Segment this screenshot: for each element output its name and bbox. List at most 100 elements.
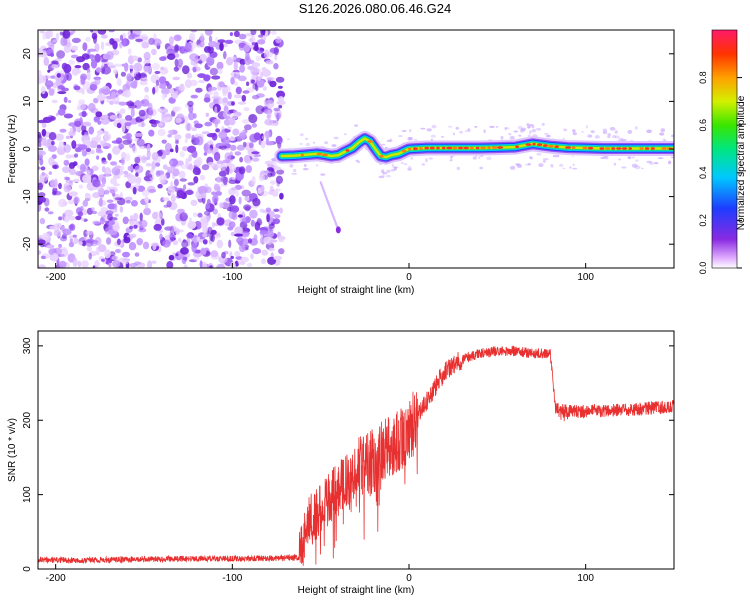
noise-blob: [98, 244, 107, 253]
noise-blob: [120, 157, 125, 166]
halo-speck: [428, 157, 433, 160]
noise-blob: [173, 90, 179, 95]
noise-blob: [179, 212, 188, 222]
noise-blob: [114, 213, 119, 217]
halo-speck: [478, 156, 481, 159]
noise-blob: [88, 252, 92, 260]
noise-blob: [133, 212, 139, 221]
noise-blob: [260, 184, 265, 193]
noise-blob: [245, 51, 250, 62]
noise-blob: [229, 32, 233, 37]
noise-blob: [145, 162, 152, 167]
halo-speck: [627, 129, 633, 134]
halo-speck: [452, 132, 455, 136]
colorbar: 0.0 0.2 0.4 0.6 0.8 Normalized spectral ampl…: [698, 29, 747, 275]
noise-blob: [103, 132, 112, 142]
noise-blob: [159, 233, 163, 241]
noise-blob: [215, 165, 223, 169]
ridge-peak: [554, 145, 559, 148]
noise-blob: [177, 58, 183, 68]
noise-blob: [239, 243, 246, 253]
noise-blob: [202, 225, 208, 234]
noise-blob: [85, 36, 91, 42]
halo-speck: [572, 163, 575, 166]
noise-blob: [217, 96, 223, 105]
noise-blob: [124, 196, 133, 201]
noise-blob: [133, 62, 143, 72]
noise-blob: [210, 229, 217, 235]
noise-blob: [174, 44, 179, 53]
noise-blob: [142, 241, 150, 250]
noise-blob: [119, 206, 124, 213]
noise-blob: [54, 178, 58, 187]
halo-speck: [527, 162, 531, 166]
noise-blob: [223, 51, 227, 60]
noise-blob: [273, 107, 281, 112]
ridge-peak: [497, 146, 504, 149]
noise-blob: [231, 101, 235, 106]
noise-blob: [273, 214, 281, 219]
noise-blob: [152, 211, 158, 220]
noise-blob: [204, 121, 213, 127]
noise-blob: [180, 164, 188, 169]
noise-blob: [241, 189, 251, 197]
noise-blob: [158, 85, 166, 89]
spectrogram-heatmap: [38, 30, 674, 268]
noise-blob: [257, 39, 266, 45]
noise-blob: [133, 224, 138, 229]
noise-blob: [59, 128, 67, 133]
noise-blob: [213, 151, 221, 162]
halo-speck: [509, 165, 516, 170]
noise-blob: [97, 30, 107, 35]
noise-blob: [64, 209, 74, 217]
noise-blob: [233, 61, 238, 71]
halo-speck: [413, 138, 418, 142]
halo-speck: [612, 134, 617, 139]
noise-blob: [269, 239, 278, 243]
noise-blob: [249, 133, 259, 143]
halo-speck: [430, 134, 436, 138]
noise-blob: [112, 260, 121, 268]
noise-blob: [231, 187, 237, 191]
noise-blob: [216, 217, 225, 226]
noise-blob: [240, 256, 249, 263]
halo-speck: [542, 160, 546, 163]
noise-blob: [187, 72, 193, 79]
noise-blob: [194, 123, 203, 129]
noise-blob: [91, 165, 99, 172]
halo-speck: [641, 167, 644, 170]
noise-blob: [104, 220, 110, 224]
noise-blob: [189, 163, 193, 172]
noise-blob: [151, 48, 157, 56]
colorbar-tick-label: 0.0: [698, 262, 708, 275]
noise-blob: [102, 130, 109, 135]
noise-blob: [38, 250, 42, 255]
noise-blob: [209, 102, 215, 109]
noise-blob: [208, 40, 218, 48]
noise-blob: [74, 153, 79, 158]
noise-blob: [263, 236, 271, 244]
noise-blob: [68, 130, 76, 137]
noise-blob: [278, 105, 283, 109]
noise-blob: [127, 48, 132, 55]
noise-blob: [129, 225, 134, 230]
noise-blob: [120, 108, 126, 114]
halo-speck: [550, 164, 554, 167]
noise-blob: [39, 30, 45, 34]
noise-blob: [206, 133, 216, 138]
noise-blob: [81, 240, 87, 247]
noise-blob: [248, 142, 254, 149]
halo-speck: [381, 143, 386, 146]
noise-blob: [108, 30, 115, 33]
noise-blob: [237, 75, 247, 82]
noise-blob: [84, 158, 90, 166]
noise-blob: [166, 166, 175, 171]
noise-blob: [157, 108, 162, 112]
halo-speck: [495, 126, 499, 128]
noise-blob: [68, 59, 75, 65]
snr-y-tick-label: 100: [22, 486, 33, 503]
noise-blob: [136, 238, 143, 246]
noise-blob: [105, 51, 114, 60]
halo-speck: [508, 133, 512, 136]
noise-blob: [267, 190, 275, 195]
